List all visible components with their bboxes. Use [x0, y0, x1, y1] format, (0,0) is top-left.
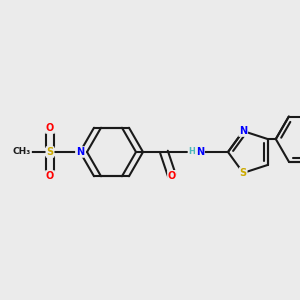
Text: N: N — [76, 147, 84, 157]
Text: O: O — [168, 171, 176, 181]
Text: H: H — [189, 148, 195, 157]
Text: N: N — [239, 126, 247, 136]
Text: O: O — [46, 123, 54, 133]
Text: S: S — [240, 168, 247, 178]
Text: O: O — [46, 171, 54, 181]
Text: CH₃: CH₃ — [13, 148, 31, 157]
Text: N: N — [196, 147, 204, 157]
Text: S: S — [46, 147, 54, 157]
